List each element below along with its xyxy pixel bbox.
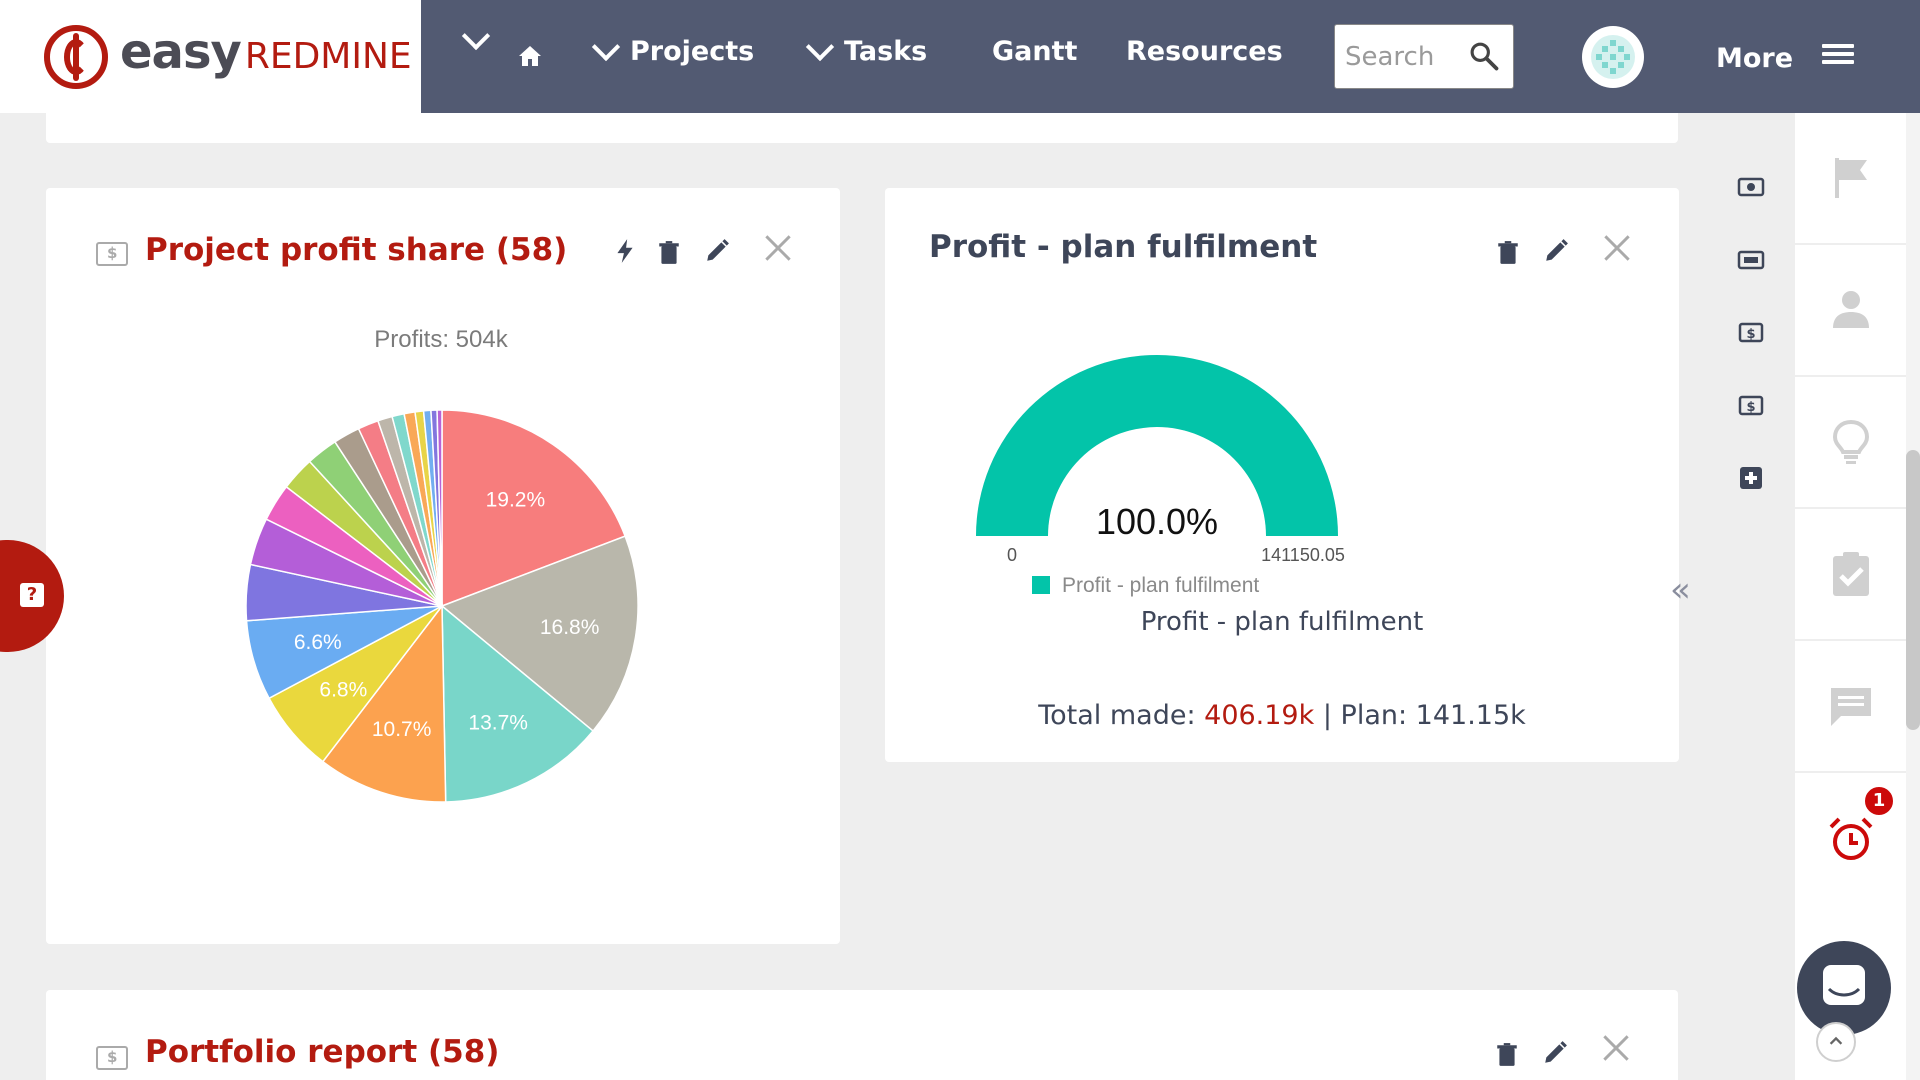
nav-tasks-label: Tasks	[844, 36, 928, 67]
close-icon[interactable]	[1602, 1034, 1630, 1062]
logo[interactable]: easy REDMINE	[0, 0, 421, 113]
top-bar: easy REDMINE Projects Tasks Gantt Resourc…	[0, 0, 1920, 113]
gauge-max-label: 141150.05	[1261, 545, 1345, 565]
sidebar-item-ideas[interactable]	[1795, 377, 1906, 509]
avatar-pattern-icon	[1591, 35, 1635, 79]
lightbulb-icon	[1832, 419, 1869, 464]
svg-text:$: $	[1746, 400, 1755, 415]
pie-slice[interactable]	[441, 409, 627, 608]
sidebar-item-comments[interactable]	[1795, 641, 1906, 773]
collapse-sidebar-icon[interactable]: «	[1670, 570, 1691, 610]
chevron-down-icon	[461, 21, 491, 51]
svg-text:$: $	[1746, 327, 1755, 342]
gauge-value: 100.0%	[1096, 501, 1218, 542]
sidebar-item-flag[interactable]	[1795, 113, 1906, 245]
panel-portfolio-report: Portfolio report (58)	[46, 990, 1678, 1080]
gauge-chart: 100.0% 0 141150.05 Profit - plan fulfilm…	[976, 355, 1424, 637]
gauge-fill	[976, 355, 1338, 536]
dollar-icon[interactable]: $	[1736, 319, 1766, 345]
clipboard-check-icon	[1832, 552, 1869, 596]
trash-icon[interactable]	[1495, 240, 1521, 266]
nav-projects-label: Projects	[630, 36, 755, 67]
pie-slice[interactable]	[436, 409, 443, 607]
close-icon[interactable]	[764, 234, 792, 262]
right-sidebar	[1795, 113, 1906, 1080]
more-menu[interactable]: More	[1716, 43, 1794, 74]
banknote-icon[interactable]	[1736, 246, 1766, 272]
question-icon: ?	[20, 583, 44, 607]
panel-profit-plan-fulfilment: Profit - plan fulfilment 100.0% 0 141150…	[885, 188, 1679, 762]
nav-tasks[interactable]: Tasks	[805, 32, 928, 67]
trash-icon[interactable]	[1494, 1042, 1520, 1068]
previous-panel-bottom	[46, 113, 1678, 143]
pie-chart-title: Profits: 504k	[374, 326, 508, 353]
gauge-min-label: 0	[1007, 545, 1017, 565]
trash-icon[interactable]	[656, 240, 682, 266]
pencil-icon[interactable]	[704, 238, 730, 264]
pie-slice[interactable]	[440, 535, 639, 732]
pie-slice-label: 19.2%	[486, 488, 546, 511]
scrollbar-thumb[interactable]	[1906, 450, 1920, 730]
nav-menu-dropdown[interactable]	[461, 21, 491, 51]
money-icon	[96, 242, 128, 266]
sidebar-item-user[interactable]	[1795, 245, 1906, 377]
panel-title[interactable]: Project profit share (58)	[145, 232, 568, 268]
total-plan-summary: Total made: 406.19k | Plan: 141.15k	[885, 700, 1679, 731]
close-icon[interactable]	[1603, 234, 1631, 262]
flag-icon	[1834, 158, 1867, 198]
scroll-top-button[interactable]	[1816, 1022, 1856, 1062]
legend-label[interactable]: Profit - plan fulfilment	[1062, 574, 1259, 597]
nav-resources[interactable]: Resources	[1126, 36, 1283, 67]
pie-slice-label: 6.6%	[294, 631, 342, 654]
panel-title[interactable]: Portfolio report (58)	[145, 1034, 500, 1070]
nav-gantt-label: Gantt	[992, 36, 1078, 67]
total-made-label: Total made:	[1038, 700, 1196, 731]
chevron-up-icon	[1829, 1036, 1843, 1045]
nav-projects[interactable]: Projects	[591, 32, 755, 67]
money-camera-icon[interactable]	[1736, 173, 1766, 199]
lightning-icon[interactable]	[612, 238, 638, 264]
legend-swatch	[1032, 576, 1050, 594]
pie-slice-label: 13.7%	[468, 712, 528, 735]
add-module-icon[interactable]	[1736, 465, 1766, 491]
alarm-clock-icon	[1829, 817, 1872, 860]
money-icon	[96, 1046, 128, 1070]
plan-value: Plan: 141.15k	[1340, 700, 1526, 731]
search-icon[interactable]	[1469, 41, 1499, 71]
chevron-down-icon	[591, 32, 621, 61]
pie-slice[interactable]	[441, 604, 595, 803]
pencil-icon[interactable]	[1543, 238, 1569, 264]
logo-mark-icon	[44, 25, 108, 89]
sidebar-item-reminders[interactable]	[1795, 773, 1906, 905]
search-box[interactable]	[1334, 24, 1514, 89]
pie-chart: 19.2% 16.8% 13.7% 10.7%6.8% 6.6%	[245, 409, 639, 803]
pie-slice-label: 6.8%	[319, 679, 367, 702]
avatar[interactable]	[1582, 26, 1644, 88]
chat-button[interactable]	[1797, 941, 1891, 1035]
summary-separator: |	[1322, 700, 1332, 731]
notification-badge: 1	[1862, 784, 1896, 818]
sidebar-item-tasks[interactable]	[1795, 509, 1906, 641]
pie-slice[interactable]	[321, 603, 447, 803]
pie-slice-label: 16.8%	[540, 616, 600, 639]
pencil-icon[interactable]	[1542, 1040, 1568, 1066]
gauge-caption: Profit - plan fulfilment	[1141, 607, 1424, 637]
panel-project-profit-share: Project profit share (58) Profits: 504k …	[46, 188, 840, 944]
comment-icon	[1830, 688, 1871, 726]
total-made-value: 406.19k	[1204, 700, 1315, 731]
dollar-icon[interactable]: $	[1736, 392, 1766, 418]
logo-text: easy REDMINE	[120, 24, 412, 80]
user-icon	[1832, 291, 1869, 328]
nav-resources-label: Resources	[1126, 36, 1283, 67]
nav-gantt[interactable]: Gantt	[992, 36, 1077, 67]
panel-title[interactable]: Profit - plan fulfilment	[929, 229, 1318, 265]
chevron-down-icon	[805, 32, 835, 61]
chat-icon	[1823, 965, 1865, 1005]
hamburger-icon[interactable]	[1822, 44, 1854, 70]
search-input[interactable]	[1345, 37, 1465, 77]
pie-slice-label: 10.7%	[372, 718, 432, 741]
home-icon[interactable]	[518, 44, 542, 68]
